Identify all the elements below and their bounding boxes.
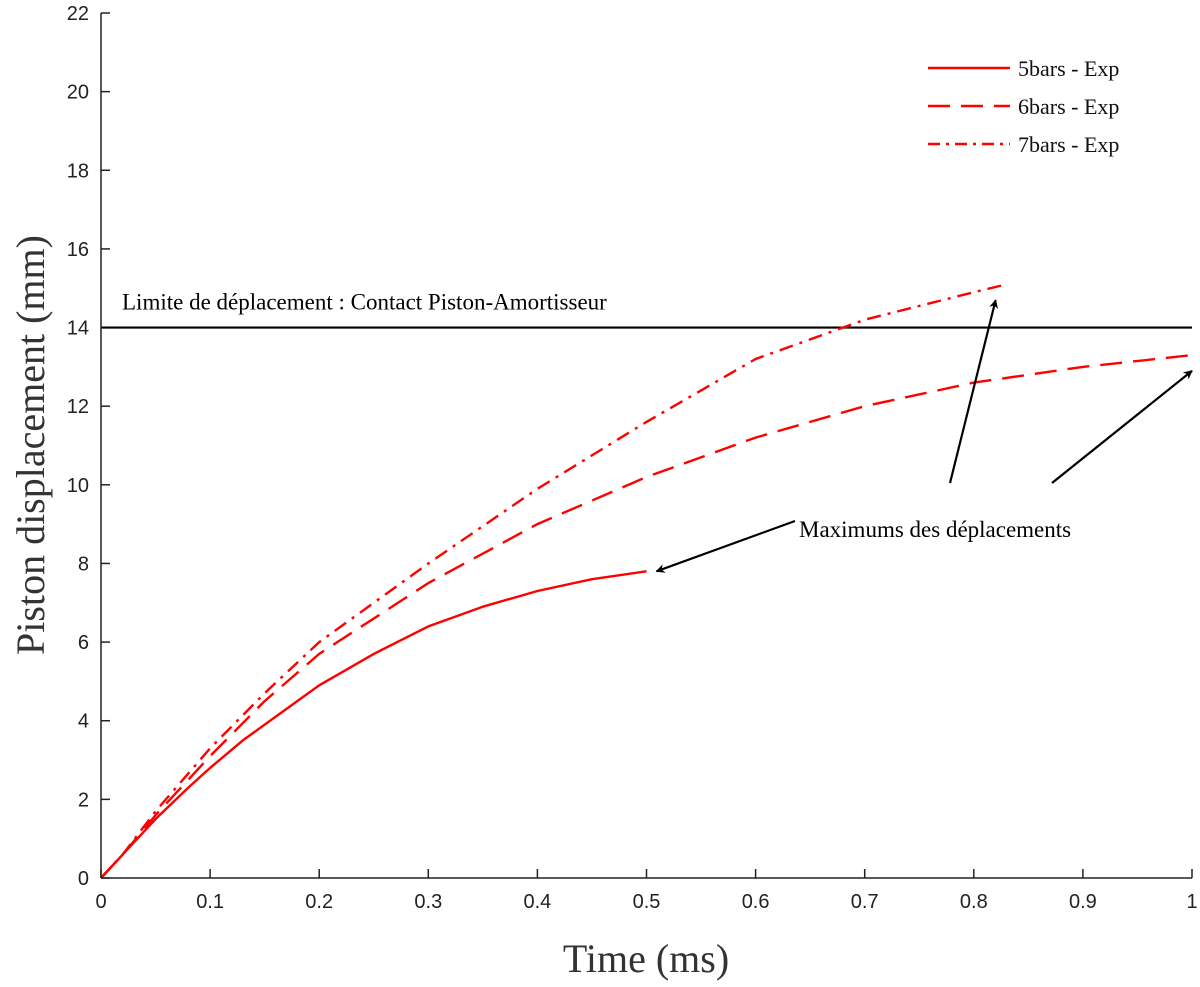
y-tick-label: 12 <box>67 396 89 418</box>
y-tick-label: 2 <box>78 789 89 811</box>
maximum-annotation: Maximums des déplacements <box>655 299 1193 573</box>
series-lines <box>100 283 1193 879</box>
series-line-2 <box>100 353 1193 879</box>
y-tick-label: 20 <box>67 82 89 104</box>
annotation-arrow <box>655 519 796 573</box>
displacement-limit-label: Limite de déplacement : Contact Piston-A… <box>122 290 607 315</box>
x-tick-label: 0.9 <box>1069 891 1097 913</box>
plot-area <box>101 13 1192 878</box>
x-tick-label: 0.2 <box>305 891 333 913</box>
maximum-annotation-label: Maximums des déplacements <box>799 517 1071 542</box>
y-tick-label: 8 <box>78 553 89 575</box>
y-tick-label: 22 <box>67 3 89 25</box>
x-tick-label: 0.4 <box>523 891 551 913</box>
y-tick-label: 6 <box>78 632 89 654</box>
annotation-arrow <box>948 299 999 484</box>
y-tick-label: 16 <box>67 239 89 261</box>
y-axis-title: Piston displacement (mm) <box>8 235 53 655</box>
series-line-3 <box>100 283 1007 879</box>
x-tick-label: 0.7 <box>851 891 879 913</box>
x-tick-label: 0.8 <box>960 891 988 913</box>
x-tick-label: 0.6 <box>742 891 770 913</box>
y-tick-label: 4 <box>78 711 89 733</box>
y-tick-label: 18 <box>67 160 89 182</box>
series-line-1 <box>100 570 647 879</box>
y-tick-label: 14 <box>67 318 89 340</box>
legend-label: 6bars - Exp <box>1018 94 1119 119</box>
x-axis-ticks: 0 0.1 0.2 0.3 0.4 0.5 0.6 0.7 0.8 0.9 1 <box>95 869 1198 913</box>
y-tick-label: 0 <box>78 868 89 890</box>
legend-label: 7bars - Exp <box>1018 132 1119 157</box>
legend: 5bars - Exp 6bars - Exp 7bars - Exp <box>928 56 1119 157</box>
x-tick-label: 0 <box>95 891 106 913</box>
x-axis-title: Time (ms) <box>563 936 729 981</box>
annotation-arrow <box>1051 370 1193 484</box>
x-tick-label: 0.3 <box>414 891 442 913</box>
legend-label: 5bars - Exp <box>1018 56 1119 81</box>
x-tick-label: 0.5 <box>633 891 661 913</box>
x-tick-label: 0.1 <box>196 891 224 913</box>
y-tick-label: 10 <box>67 475 89 497</box>
y-axis-ticks: 0 2 4 6 8 10 12 14 16 18 20 22 <box>67 3 110 890</box>
x-tick-label: 1 <box>1186 891 1197 913</box>
